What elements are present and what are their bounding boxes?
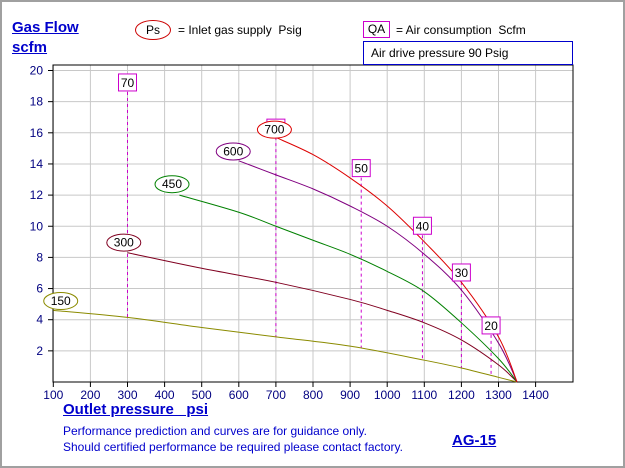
ps-oval-700 <box>256 120 292 139</box>
y-axis-unit: scfm <box>12 39 48 56</box>
y-tick-label: 2 <box>36 344 43 358</box>
y-tick-label: 8 <box>36 250 43 264</box>
y-axis-title: Gas Flow <box>12 19 79 36</box>
air-consumption-label: 20 <box>484 319 498 333</box>
y-tick-label: 16 <box>30 126 44 140</box>
y-tick-label: 6 <box>36 282 43 296</box>
ps-oval-450 <box>154 175 190 194</box>
ps-oval-150 <box>43 292 79 311</box>
curve-ps-450 <box>179 194 518 383</box>
x-tick-label: 900 <box>340 388 360 402</box>
y-tick-label: 14 <box>30 157 44 171</box>
air-consumption-box <box>412 216 432 235</box>
ps-legend-symbol: Ps <box>135 20 171 40</box>
x-tick-label: 700 <box>266 388 286 402</box>
ps-oval-600 <box>215 142 251 161</box>
y-tick-label: 20 <box>30 64 44 78</box>
x-tick-label: 1000 <box>374 388 401 402</box>
air-consumption-box <box>351 159 371 178</box>
ps-oval-300 <box>106 233 142 252</box>
curve-ps-150 <box>53 309 518 383</box>
y-tick-label: 10 <box>30 219 44 233</box>
disclaimer-line-2: Should certified performance be required… <box>63 440 403 454</box>
air-consumption-label: 30 <box>455 266 469 280</box>
y-tick-label: 18 <box>30 95 44 109</box>
air-consumption-box <box>118 73 137 92</box>
ps-legend-text: = Inlet gas supply Psig <box>178 23 302 37</box>
x-tick-label: 1100 <box>411 388 437 402</box>
qa-legend-symbol: QA <box>363 21 390 38</box>
x-tick-label: 300 <box>117 388 137 402</box>
qa-legend-text: = Air consumption Scfm <box>396 23 526 37</box>
air-consumption-label: 40 <box>416 219 430 233</box>
x-tick-label: 1300 <box>485 388 512 402</box>
air-consumption-label: 70 <box>121 76 135 90</box>
x-tick-label: 1400 <box>522 388 549 402</box>
air-consumption-label: 50 <box>355 162 369 176</box>
ps-label-600: 600 <box>223 144 243 158</box>
x-tick-label: 600 <box>229 388 249 402</box>
model-label: AG-15 <box>452 432 497 449</box>
x-tick-label: 1200 <box>448 388 475 402</box>
x-tick-label: 400 <box>155 388 175 402</box>
x-tick-label: 100 <box>43 388 63 402</box>
ps-label-450: 450 <box>162 177 182 191</box>
x-axis-title: Outlet pressure psi <box>63 401 209 418</box>
curve-ps-300 <box>127 252 518 383</box>
ps-label-300: 300 <box>114 236 134 250</box>
ps-label-700: 700 <box>264 123 284 137</box>
x-tick-label: 200 <box>80 388 100 402</box>
x-tick-label: 800 <box>303 388 323 402</box>
disclaimer-line-1: Performance prediction and curves are fo… <box>63 424 367 438</box>
x-tick-label: 500 <box>192 388 212 402</box>
plot-border <box>52 64 574 383</box>
y-tick-label: 4 <box>36 313 43 327</box>
ps-label-150: 150 <box>51 294 71 308</box>
air-consumption-box <box>451 263 471 282</box>
air-consumption-box <box>481 316 501 335</box>
air-drive-pressure-box: Air drive pressure 90 Psig <box>363 41 573 65</box>
y-tick-label: 12 <box>30 188 44 202</box>
